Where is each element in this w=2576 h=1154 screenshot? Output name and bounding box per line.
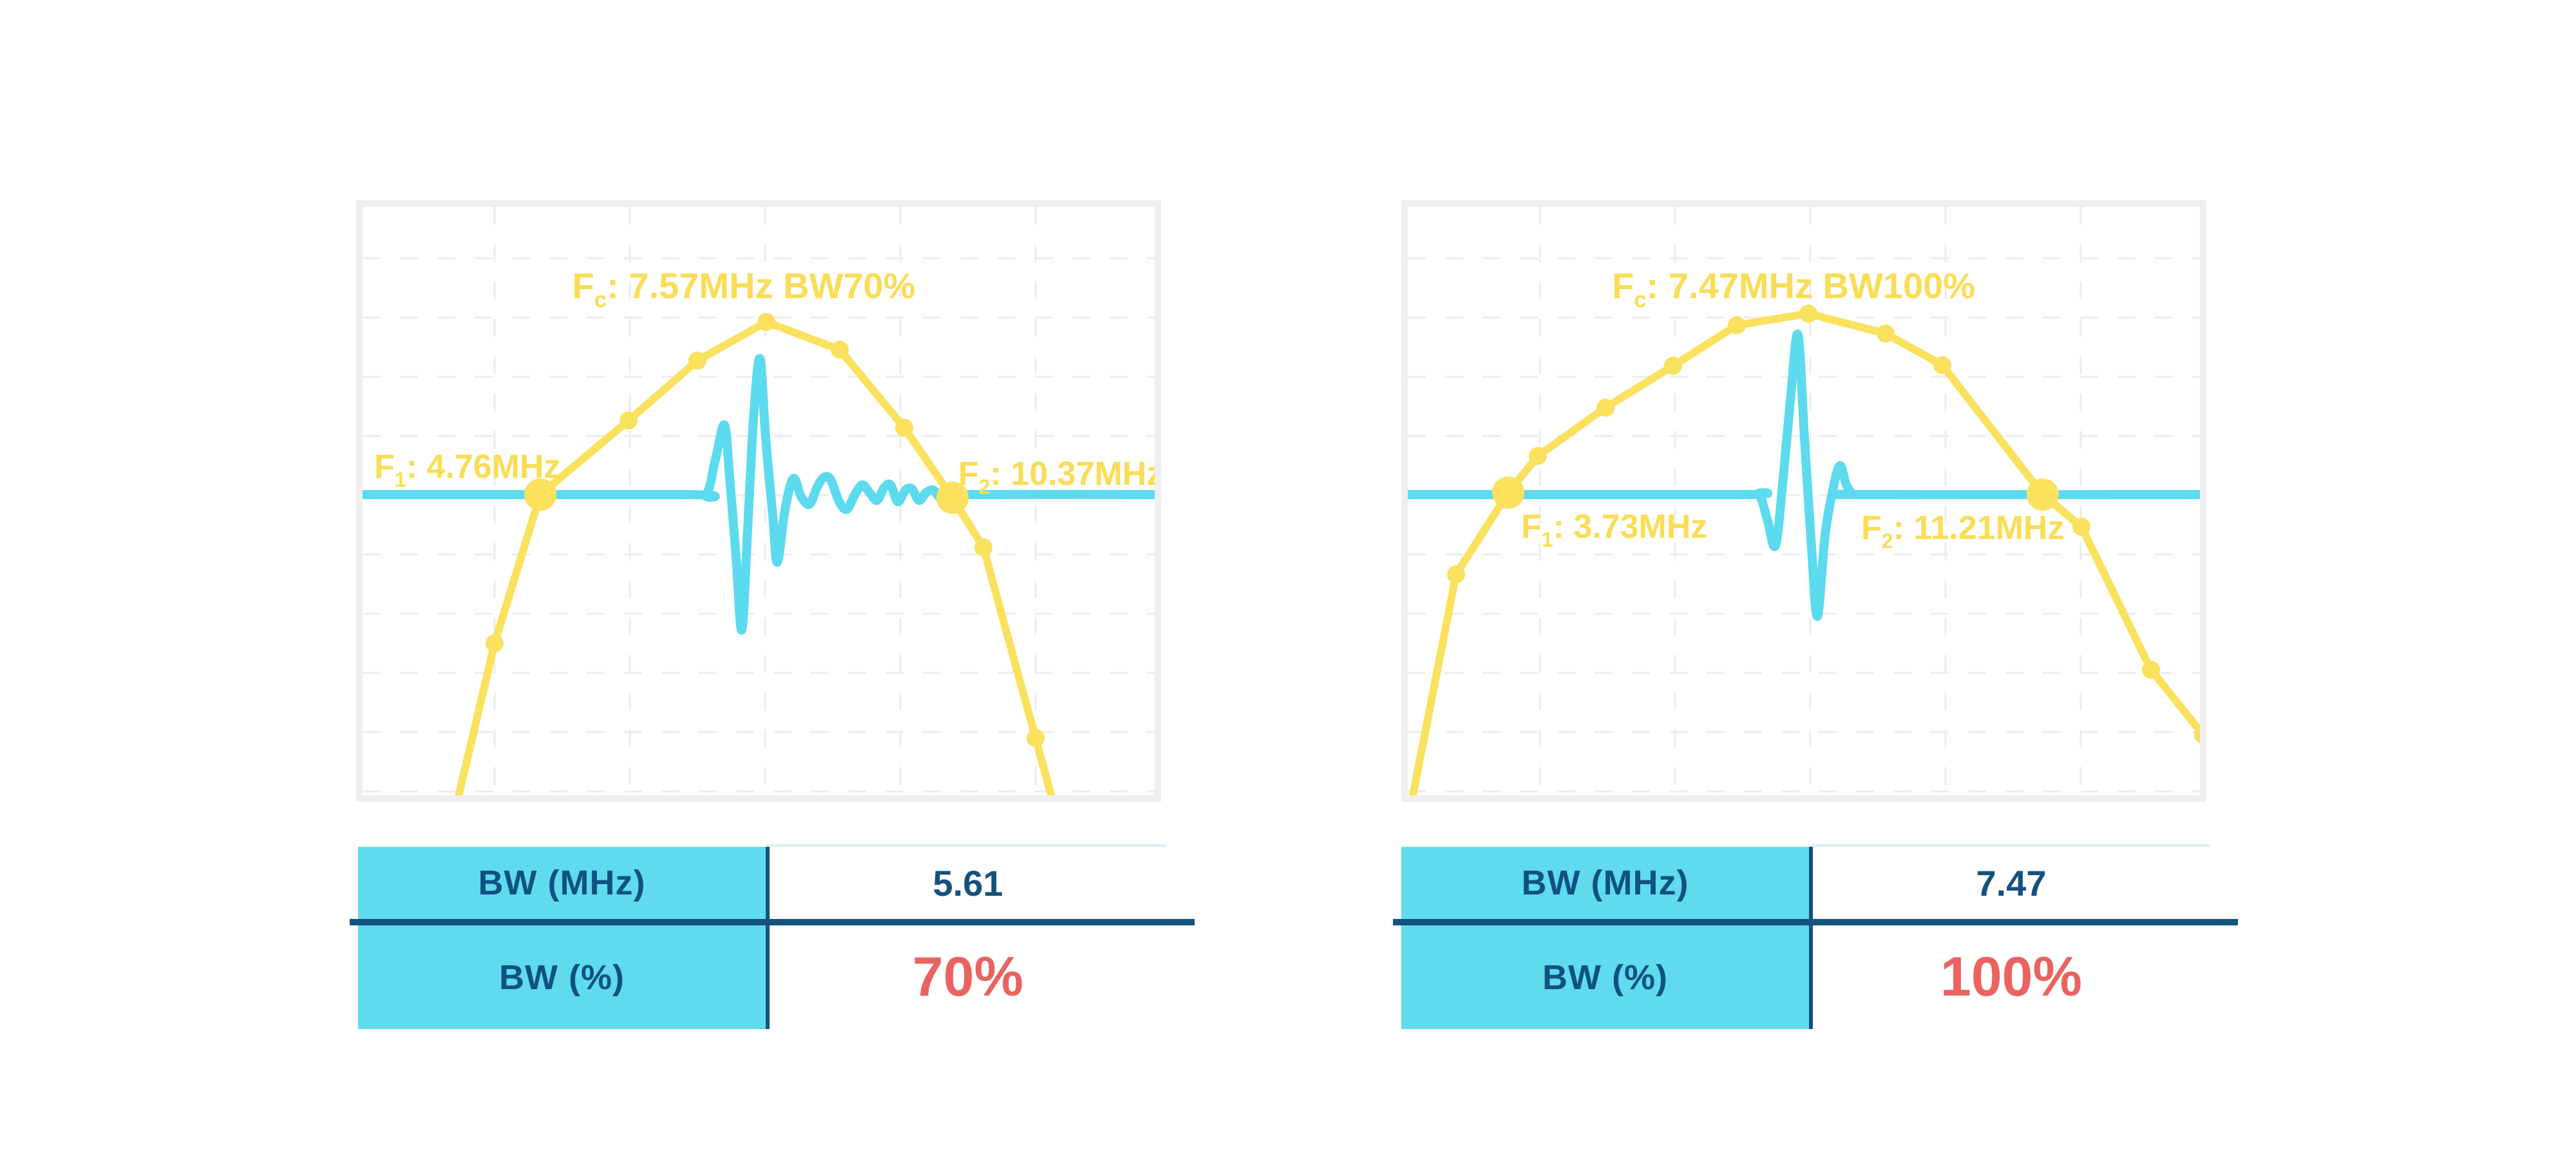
svg-text:Fc: 7.57MHz BW70%: Fc: 7.57MHz BW70% [573,265,916,312]
row-divider [1393,919,2238,925]
svg-text:F1: 4.76MHz: F1: 4.76MHz [374,448,560,491]
column-divider [766,847,770,1029]
bw-mhz-label-cell: BW (MHz) [1401,847,1809,919]
bw-mhz-value: 5.61 [933,862,1003,903]
spectrum-pulse-plot-left: Fc: 7.57MHz BW70% F1: 4.76MHz F2: 10.37MHz [363,207,1155,795]
bw-mhz-value-cell: 7.47 [1813,847,2210,919]
bw-pct-label: BW (%) [499,958,625,997]
bw-table-left: BW (MHz) 5.61 BW (%) 70% [350,844,1195,1029]
bw-pct-value-cell: 100% [1813,925,2210,1029]
table-top-rule [766,844,1166,847]
bw-table-right: BW (MHz) 7.47 BW (%) 100% [1393,844,2238,1029]
bw-mhz-label: BW (MHz) [478,864,646,902]
bw-mhz-value-cell: 5.61 [770,847,1166,919]
bw-pct-value-cell: 70% [770,925,1166,1029]
svg-text:F1: 3.73MHz: F1: 3.73MHz [1521,508,1707,551]
bandwidth-chart-70pct: Fc: 7.57MHz BW70% F1: 4.76MHz F2: 10.37MHz [356,200,1161,802]
bw-pct-label: BW (%) [1542,958,1668,997]
bandwidth-chart-100pct: Fc: 7.47MHz BW100% F1: 3.73MHz F2: 11.21MH… [1401,200,2206,802]
bw-pct-value: 70% [912,946,1024,1008]
bw-pct-label-cell: BW (%) [1401,925,1809,1029]
table-top-rule [1809,844,2210,847]
bw-mhz-value: 7.47 [1976,862,2047,903]
spectrum-pulse-plot-right: Fc: 7.47MHz BW100% F1: 3.73MHz F2: 11.21MH… [1408,207,2200,795]
bw-pct-label-cell: BW (%) [358,925,766,1029]
bw-pct-value: 100% [1940,946,2082,1008]
row-divider [350,919,1195,925]
bw-mhz-label: BW (MHz) [1521,864,1689,902]
column-divider [1809,847,1813,1029]
svg-text:F2: 11.21MHz: F2: 11.21MHz [1861,509,2064,553]
svg-text:Fc: 7.47MHz BW100%: Fc: 7.47MHz BW100% [1612,265,1975,312]
svg-text:F2: 10.37MHz: F2: 10.37MHz [958,455,1155,498]
bw-mhz-label-cell: BW (MHz) [358,847,766,919]
